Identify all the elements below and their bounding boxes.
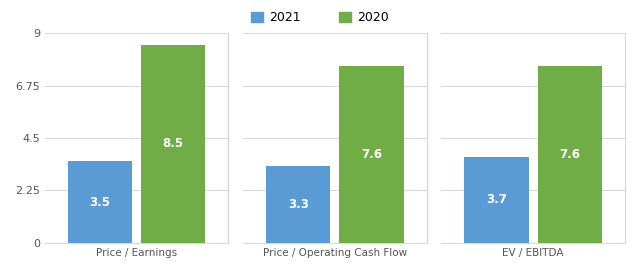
Text: 7.6: 7.6	[361, 148, 382, 161]
Text: 3.3: 3.3	[288, 198, 308, 211]
Text: 3.7: 3.7	[486, 193, 507, 206]
Text: 3.5: 3.5	[90, 196, 110, 209]
Text: 8.5: 8.5	[163, 137, 184, 150]
Bar	[68, 161, 132, 243]
Legend: 2021, 2020: 2021, 2020	[246, 6, 394, 29]
Bar	[465, 157, 529, 243]
Bar	[339, 66, 404, 243]
Bar	[538, 66, 602, 243]
Text: 7.6: 7.6	[559, 148, 580, 161]
Bar	[266, 166, 330, 243]
Bar	[141, 45, 205, 243]
